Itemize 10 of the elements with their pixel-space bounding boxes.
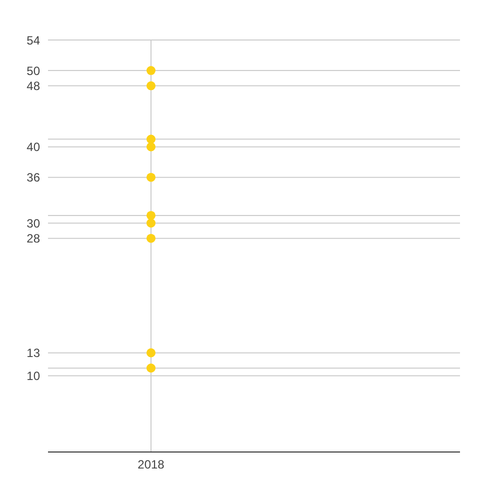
y-tick-label: 36: [26, 170, 40, 185]
y-tick-label: 54: [26, 33, 40, 48]
y-tick-label: 28: [26, 232, 40, 246]
y-tick-label: 13: [26, 346, 40, 360]
y-tick-label: 40: [26, 140, 40, 154]
y-tick-label: 50: [26, 64, 40, 78]
y-tick-label: 48: [26, 79, 40, 94]
y-tick-label: 30: [26, 216, 40, 230]
x-tick-label: 2018: [138, 458, 165, 472]
y-tick-label: 10: [26, 368, 40, 383]
